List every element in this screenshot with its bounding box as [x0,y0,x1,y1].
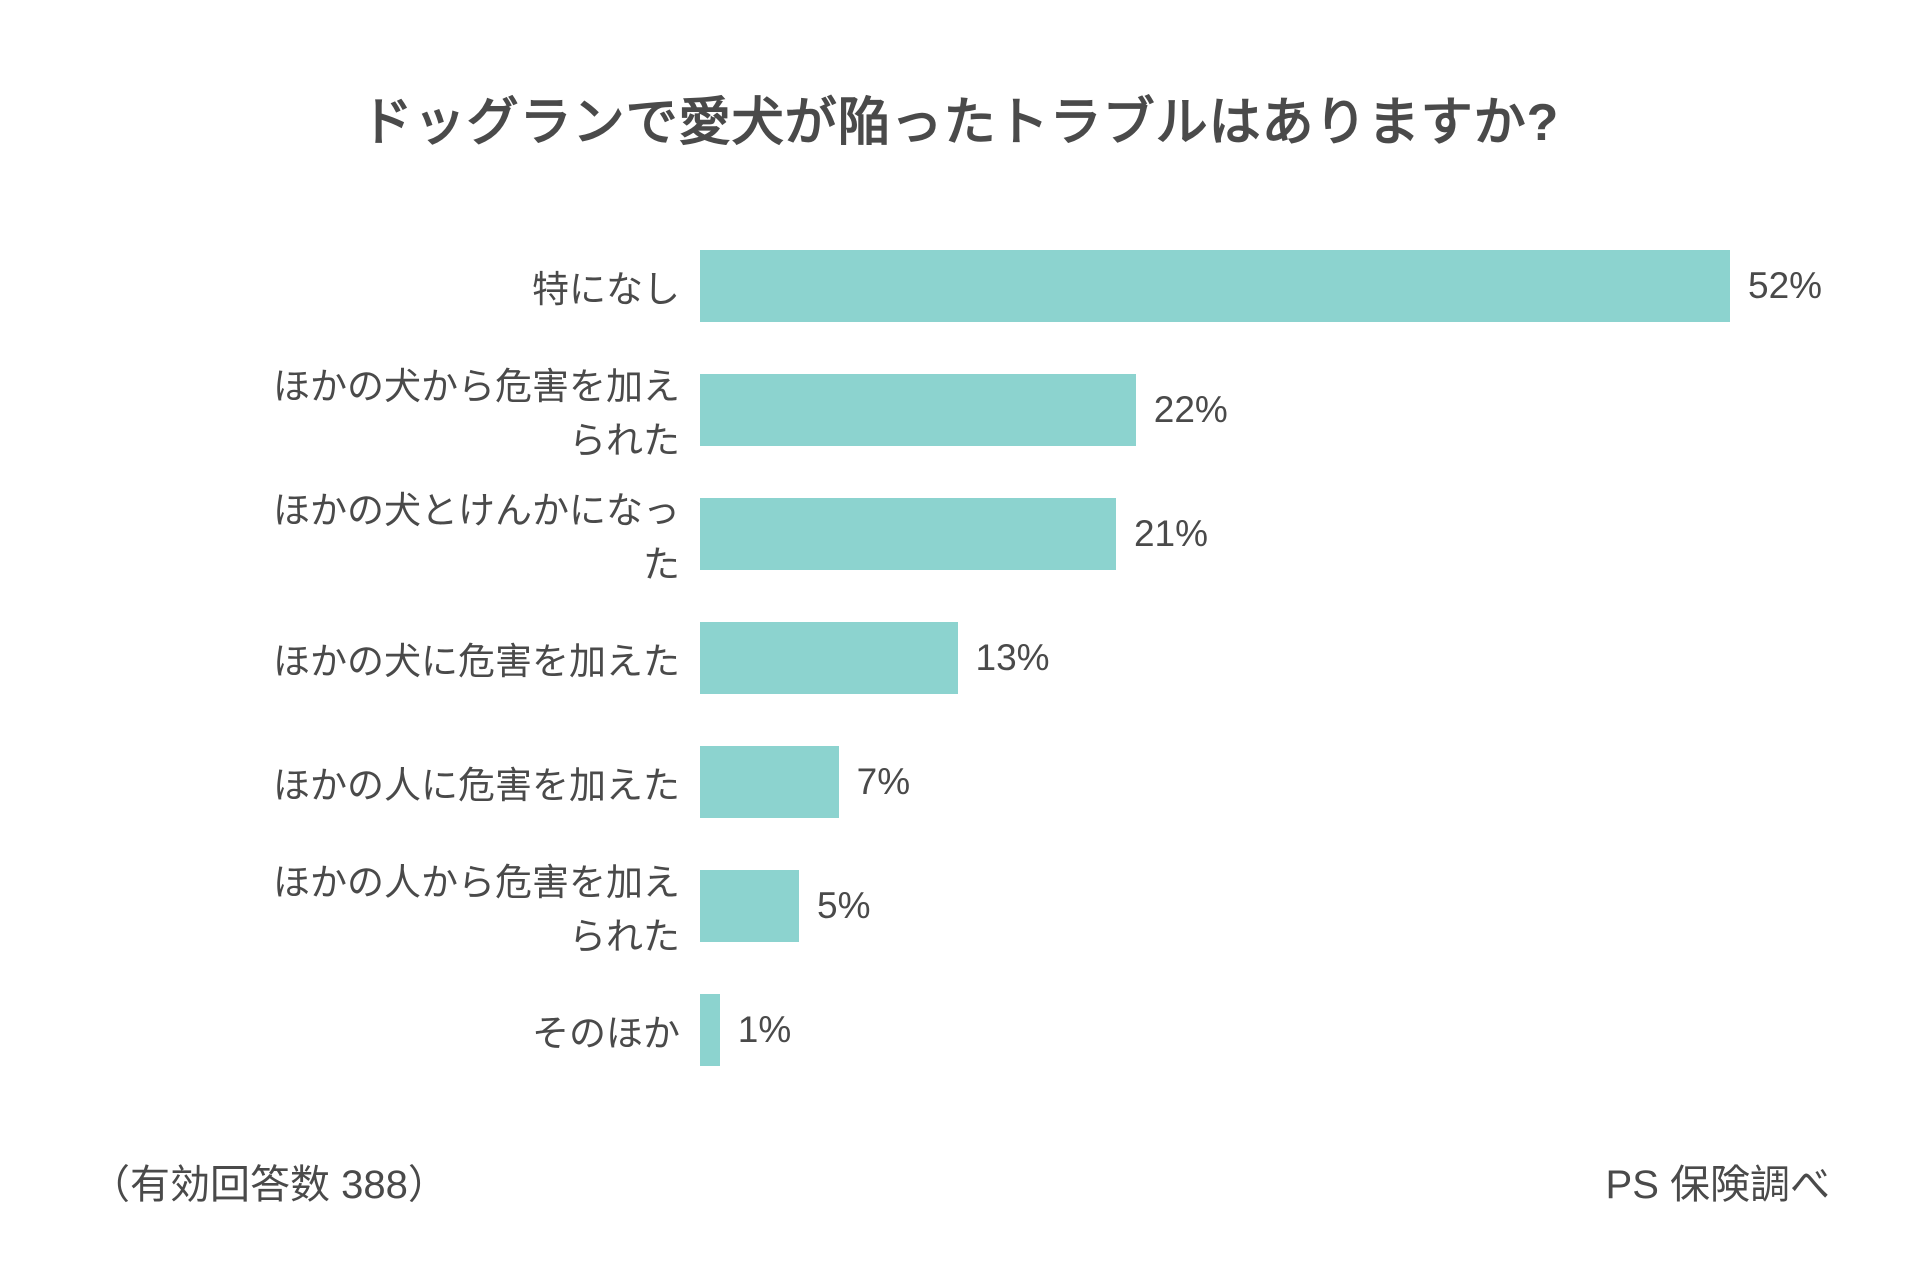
bar-track: 1% [700,994,1730,1066]
bar-value: 1% [738,1009,791,1051]
bar-track: 22% [700,374,1730,446]
bar-track: 21% [700,498,1730,570]
bar-track: 52% [700,250,1730,322]
bar-value: 22% [1154,389,1228,431]
chart-title: ドッグランで愛犬が陥ったトラブルはありますか? [90,80,1830,155]
bar-fill [700,374,1136,446]
bar-row: ほかの犬とけんかになった 21% [240,498,1730,570]
bar-row: ほかの人に危害を加えた 7% [240,746,1730,818]
chart-footer: （有効回答数 388） PS 保険調べ [90,1152,1830,1210]
bar-value: 21% [1134,513,1208,555]
bar-label: ほかの人に危害を加えた [240,755,700,809]
bar-value: 52% [1748,265,1822,307]
bar-fill [700,498,1116,570]
bar-track: 13% [700,622,1730,694]
bar-fill [700,870,799,942]
chart-area: 特になし 52% ほかの犬から危害を加えられた 22% ほかの犬とけんかになった… [240,250,1730,1066]
bar-label: ほかの犬とけんかになった [240,480,700,588]
bar-track: 5% [700,870,1730,942]
bar-label: ほかの人から危害を加えられた [240,852,700,960]
bar-row: ほかの犬に危害を加えた 13% [240,622,1730,694]
bar-label: 特になし [240,259,700,313]
bar-fill [700,622,958,694]
bar-label: ほかの犬から危害を加えられた [240,356,700,464]
bar-label: そのほか [240,1003,700,1057]
bar-fill [700,994,720,1066]
bar-row: 特になし 52% [240,250,1730,322]
bar-value: 13% [976,637,1050,679]
footer-source: PS 保険調べ [1606,1152,1830,1210]
bar-row: ほかの人から危害を加えられた 5% [240,870,1730,942]
bar-fill [700,746,839,818]
footer-sample-size: （有効回答数 388） [90,1152,448,1210]
bar-track: 7% [700,746,1730,818]
bar-value: 5% [817,885,870,927]
bar-row: ほかの犬から危害を加えられた 22% [240,374,1730,446]
bar-value: 7% [857,761,910,803]
bar-row: そのほか 1% [240,994,1730,1066]
bar-fill [700,250,1730,322]
bar-label: ほかの犬に危害を加えた [240,631,700,685]
